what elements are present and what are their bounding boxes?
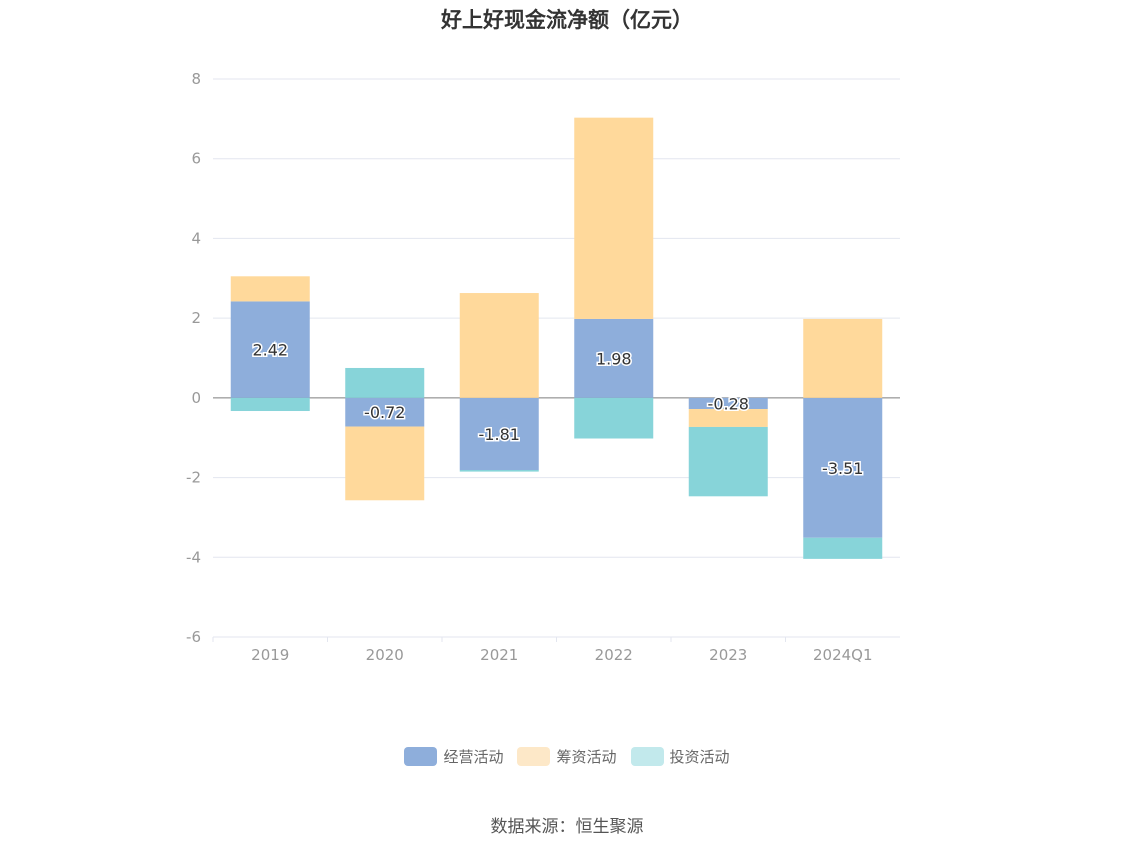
- legend-item[interactable]: 投资活动: [630, 746, 730, 767]
- legend-item[interactable]: 经营活动: [404, 746, 503, 767]
- bar-segment: [230, 397, 310, 412]
- x-tick-label: 2019: [251, 646, 289, 664]
- bar-segment: [688, 397, 768, 410]
- bar-segment: [803, 318, 883, 398]
- bar-segment: [459, 293, 539, 398]
- bar-segment: [230, 276, 310, 302]
- bar-segment: [574, 318, 654, 398]
- y-tick-label: -2: [186, 469, 201, 487]
- y-tick-label: 8: [191, 70, 201, 88]
- y-tick-label: 2: [191, 309, 201, 327]
- bar-segment: [345, 397, 425, 427]
- bar-segment: [688, 409, 768, 427]
- legend-swatch: [630, 747, 664, 766]
- bar-segment: [688, 426, 768, 497]
- bar-segment: [345, 367, 425, 398]
- y-tick-label: -4: [186, 548, 201, 566]
- data-label: 1.98: [596, 349, 632, 368]
- x-tick-label: 2022: [595, 646, 633, 664]
- y-tick-label: 0: [191, 389, 201, 407]
- y-tick-label: 4: [191, 229, 201, 247]
- y-tick-label: 6: [191, 150, 201, 168]
- data-source-note: 数据来源：恒生聚源: [490, 817, 644, 837]
- legend-swatch: [517, 747, 551, 766]
- bar-segment: [803, 397, 883, 538]
- legend-item[interactable]: 筹资活动: [517, 746, 617, 767]
- x-tick-label: 2020: [366, 646, 404, 664]
- x-tick-label: 2021: [480, 646, 518, 664]
- bar-segment: [459, 397, 539, 470]
- x-tick-label: 2023: [709, 646, 747, 664]
- y-tick-label: -6: [186, 628, 201, 646]
- data-label: -3.51: [822, 459, 863, 478]
- legend-label: 投资活动: [669, 748, 730, 766]
- bar-segment: [574, 397, 654, 439]
- data-label: -0.72: [364, 403, 405, 422]
- x-tick-label: 2024Q1: [813, 646, 873, 664]
- chart-title: 好上好现金流净额（亿元）: [441, 8, 693, 32]
- data-label: -1.81: [479, 425, 520, 444]
- data-label: -0.28: [708, 394, 749, 413]
- legend-label: 经营活动: [443, 748, 504, 766]
- legend-label: 筹资活动: [556, 748, 617, 766]
- chart-legend: 经营活动 筹资活动 投资活动: [0, 746, 1134, 767]
- data-label: 2.42: [252, 341, 288, 360]
- bar-segment: [803, 537, 883, 559]
- bar-segment: [574, 117, 654, 319]
- bar-segment: [230, 301, 310, 398]
- legend-swatch: [404, 747, 438, 766]
- bar-segment: [459, 469, 539, 472]
- bar-segment: [345, 426, 425, 501]
